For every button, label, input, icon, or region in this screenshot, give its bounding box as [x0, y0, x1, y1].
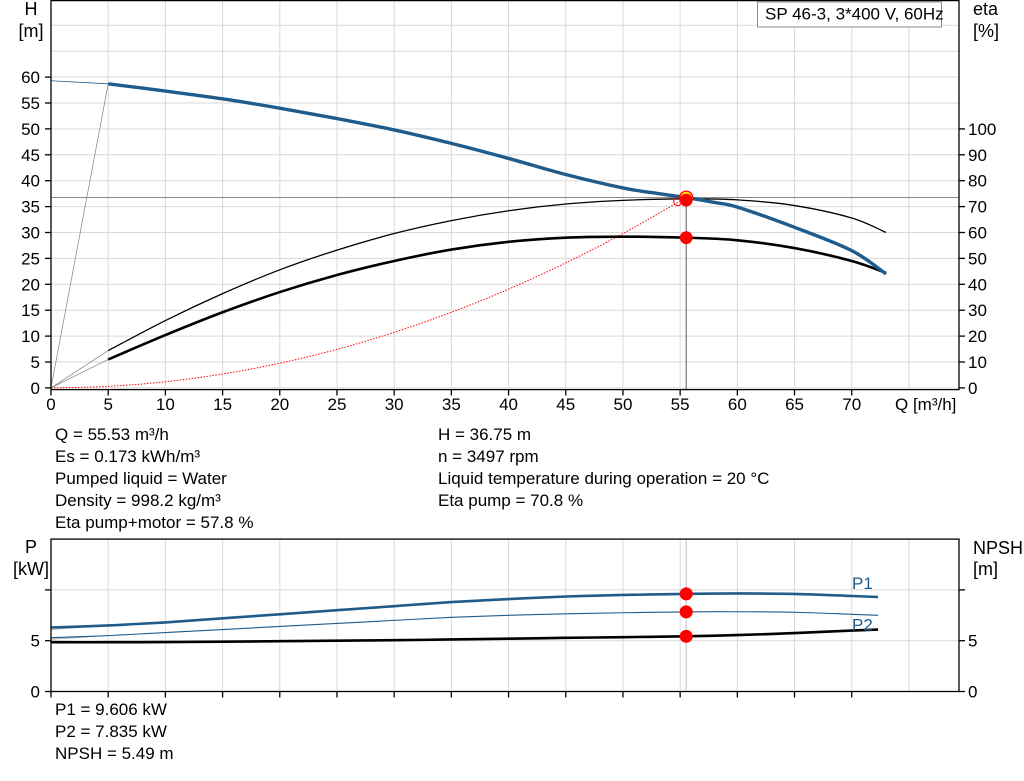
svg-text:30: 30 — [968, 301, 987, 320]
svg-text:0: 0 — [46, 395, 55, 414]
svg-text:40: 40 — [499, 395, 518, 414]
svg-text:n = 3497 rpm: n = 3497 rpm — [438, 447, 539, 466]
svg-text:50: 50 — [613, 395, 632, 414]
svg-text:5: 5 — [968, 632, 977, 651]
svg-text:Eta pump = 70.8 %: Eta pump = 70.8 % — [438, 491, 583, 510]
svg-text:40: 40 — [968, 275, 987, 294]
svg-text:65: 65 — [785, 395, 804, 414]
svg-text:H: H — [25, 0, 38, 19]
svg-text:55: 55 — [671, 395, 690, 414]
svg-text:P1: P1 — [852, 574, 873, 593]
svg-text:P1 = 9.606 kW: P1 = 9.606 kW — [55, 700, 167, 719]
svg-text:[m]: [m] — [19, 21, 44, 41]
svg-text:25: 25 — [328, 395, 347, 414]
svg-text:50: 50 — [21, 120, 40, 139]
svg-text:100: 100 — [968, 120, 996, 139]
svg-text:P2 = 7.835 kW: P2 = 7.835 kW — [55, 722, 167, 741]
svg-text:eta: eta — [973, 0, 999, 19]
svg-text:Pumped liquid = Water: Pumped liquid = Water — [55, 469, 227, 488]
svg-text:5: 5 — [103, 395, 112, 414]
svg-text:10: 10 — [968, 353, 987, 372]
svg-text:30: 30 — [385, 395, 404, 414]
svg-text:55: 55 — [21, 94, 40, 113]
svg-text:70: 70 — [842, 395, 861, 414]
svg-text:20: 20 — [21, 275, 40, 294]
svg-text:0: 0 — [31, 683, 40, 702]
svg-text:5: 5 — [31, 353, 40, 372]
svg-text:50: 50 — [968, 249, 987, 268]
svg-text:30: 30 — [21, 224, 40, 243]
svg-text:25: 25 — [21, 249, 40, 268]
svg-text:Density = 998.2 kg/m³: Density = 998.2 kg/m³ — [55, 491, 221, 510]
svg-text:20: 20 — [968, 327, 987, 346]
svg-text:Eta pump+motor = 57.8 %: Eta pump+motor = 57.8 % — [55, 513, 253, 532]
svg-text:[m]: [m] — [973, 559, 998, 579]
svg-text:Es = 0.173 kWh/m³: Es = 0.173 kWh/m³ — [55, 447, 200, 466]
svg-text:SP 46-3, 3*400 V, 60Hz: SP 46-3, 3*400 V, 60Hz — [765, 5, 944, 24]
svg-text:P2: P2 — [852, 615, 873, 634]
svg-text:Q = 55.53 m³/h: Q = 55.53 m³/h — [55, 425, 169, 444]
svg-text:NPSH: NPSH — [973, 538, 1023, 558]
svg-text:70: 70 — [968, 198, 987, 217]
svg-text:0: 0 — [968, 379, 977, 398]
svg-text:80: 80 — [968, 172, 987, 191]
svg-text:P: P — [25, 537, 37, 557]
svg-text:20: 20 — [270, 395, 289, 414]
svg-text:10: 10 — [21, 327, 40, 346]
svg-text:60: 60 — [21, 68, 40, 87]
svg-text:0: 0 — [31, 379, 40, 398]
svg-text:35: 35 — [442, 395, 461, 414]
svg-text:5: 5 — [31, 632, 40, 651]
svg-text:0: 0 — [968, 683, 977, 702]
svg-text:60: 60 — [968, 224, 987, 243]
svg-text:60: 60 — [728, 395, 747, 414]
svg-text:10: 10 — [156, 395, 175, 414]
svg-text:[kW]: [kW] — [13, 559, 49, 579]
svg-text:Q [m³/h]: Q [m³/h] — [895, 395, 956, 414]
svg-text:15: 15 — [213, 395, 232, 414]
svg-text:45: 45 — [556, 395, 575, 414]
svg-text:45: 45 — [21, 146, 40, 165]
svg-text:Liquid temperature during oper: Liquid temperature during operation = 20… — [438, 469, 769, 488]
svg-text:40: 40 — [21, 172, 40, 191]
svg-text:NPSH = 5.49 m: NPSH = 5.49 m — [55, 744, 174, 763]
svg-text:H = 36.75 m: H = 36.75 m — [438, 425, 531, 444]
svg-text:35: 35 — [21, 198, 40, 217]
svg-text:15: 15 — [21, 301, 40, 320]
svg-text:[%]: [%] — [973, 21, 999, 41]
svg-text:90: 90 — [968, 146, 987, 165]
